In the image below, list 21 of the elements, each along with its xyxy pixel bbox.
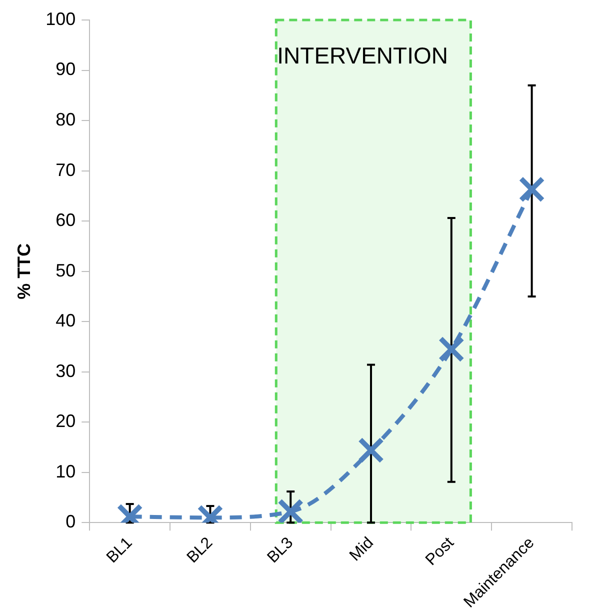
point: [518, 176, 545, 202]
y-tick-label: 100: [46, 8, 76, 29]
y-tick-label: 40: [56, 310, 76, 331]
y-tick-label: 70: [56, 160, 76, 180]
x-tick-label: BL1: [104, 534, 136, 567]
y-tick-label: 90: [56, 59, 76, 80]
x-tick-label: BL3: [264, 534, 297, 567]
band-label: INTERVENTION: [277, 42, 448, 68]
x-tick-label: Mid: [346, 534, 377, 565]
y-tick-label: 0: [66, 512, 76, 532]
y-tick-label: 20: [56, 411, 76, 432]
point: [358, 437, 384, 464]
y-tick-label: 10: [56, 461, 76, 482]
y-axis-title: % TTC: [14, 243, 34, 300]
y-tick-label: 50: [56, 260, 76, 280]
point: [438, 336, 465, 362]
y-tick-label: 80: [56, 109, 76, 130]
x-tick-label: BL2: [184, 534, 216, 567]
y-tick-label: 30: [56, 360, 76, 381]
y-tick-label: 60: [56, 210, 76, 230]
point: [278, 498, 304, 523]
